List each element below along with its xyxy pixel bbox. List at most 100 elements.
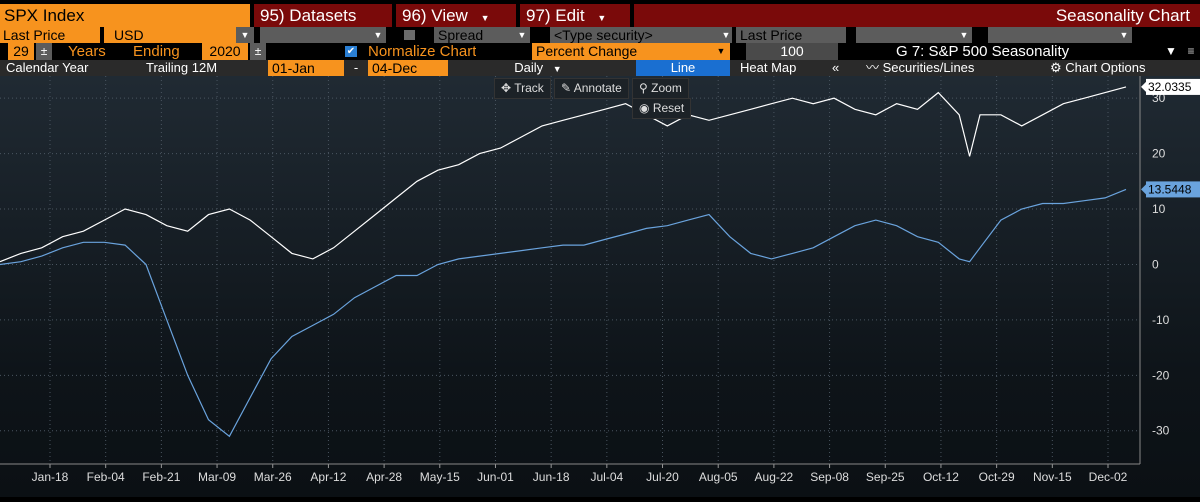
x-tick-label: Feb-04 (87, 470, 125, 484)
reset-label: Reset (652, 101, 685, 115)
x-tick-label: Aug-22 (755, 470, 794, 484)
collapse-icon[interactable]: « (832, 60, 840, 75)
window-title: Seasonality Chart (634, 4, 1200, 27)
tabs-row: Calendar Year Trailing 12M 01-Jan - 04-D… (0, 60, 1200, 76)
datasets-menu[interactable]: 95) Datasets (254, 4, 392, 27)
type-security-input[interactable]: <Type security> (550, 27, 720, 43)
y-tick-label: 10 (1152, 202, 1166, 216)
field2-select[interactable]: Last Price (736, 27, 846, 43)
chart-area[interactable]: Jan-18 Feb-04 Feb-21 Mar-09 Mar-26 Apr-12 Apr-… (0, 76, 1200, 497)
menu-icon[interactable]: ≡ (1187, 44, 1195, 58)
tab-trailing-12m[interactable]: Trailing 12M (146, 60, 218, 75)
chevron-down-icon[interactable]: ▼ (712, 43, 730, 60)
annotate-label: Annotate (573, 81, 622, 95)
empty-select[interactable] (260, 27, 370, 43)
x-tick-label: Nov-15 (1033, 470, 1072, 484)
tab-line[interactable]: Line (636, 60, 730, 76)
x-tick-label: Jul-20 (646, 470, 679, 484)
period-select[interactable]: Daily ▼ (450, 60, 626, 76)
series-pointer-icon (1141, 184, 1146, 195)
stepper-icon[interactable]: ± (250, 43, 266, 60)
security-field[interactable]: SPX Index (0, 4, 250, 27)
chart-options-button[interactable]: ⚙ Chart Options (1044, 60, 1151, 76)
settings-row: 29 ± Years Ending 2020 ± ✔ Normalize Cha… (0, 43, 1200, 60)
currency-select[interactable]: USD (104, 27, 236, 43)
series-line-1 (0, 86, 1127, 263)
series-last-value-box (1146, 78, 1200, 95)
x-tick-label: Oct-29 (979, 470, 1015, 484)
chevron-down-icon: ▼ (597, 13, 607, 23)
field-row: Last Price USD ▼ ▼ Spread ▼ <Type securi… (0, 27, 1200, 43)
gear-icon: ⚙ (1050, 60, 1062, 75)
x-tick-label: Sep-25 (866, 470, 905, 484)
x-tick-label: Aug-05 (699, 470, 738, 484)
magnifier-icon: ⚲ (639, 81, 648, 95)
ending-year-input[interactable]: 2020 (202, 43, 248, 60)
mode-select[interactable]: Percent Change (532, 43, 712, 60)
tab-heat-map[interactable]: Heat Map (740, 60, 797, 75)
x-tick-label: Dec-02 (1089, 470, 1128, 484)
view-menu[interactable]: 96) View ▼ (396, 4, 516, 27)
chart-line-icon: 〰 (866, 60, 880, 75)
y-tick-label: 0 (1152, 257, 1159, 271)
pencil-icon: ✎ (561, 81, 572, 95)
to-date-input[interactable]: 04-Dec (368, 60, 448, 76)
x-tick-label: Mar-26 (254, 470, 292, 484)
series-last-value-label: 13.5448 (1148, 182, 1192, 196)
chevron-down-icon: ▼ (552, 64, 562, 74)
zoom-button[interactable]: ⚲ Zoom (632, 78, 689, 99)
chevron-down-icon[interactable]: ▼ (720, 27, 732, 43)
track-label: Track (514, 81, 544, 95)
chevron-down-icon[interactable]: ▼ (1116, 27, 1132, 43)
field-select[interactable]: Last Price (0, 27, 100, 43)
from-date-input[interactable]: 01-Jan (268, 60, 344, 76)
series-last-value-box (1146, 181, 1200, 198)
x-tick-label: Jun-18 (533, 470, 570, 484)
y-tick-label: -30 (1152, 424, 1170, 438)
x-tick-label: Feb-21 (142, 470, 180, 484)
base-value-input[interactable]: 100 (746, 43, 838, 60)
x-tick-label: May-15 (420, 470, 460, 484)
chevron-down-icon[interactable]: ▼ (236, 27, 254, 43)
chart-options-label: Chart Options (1065, 60, 1146, 75)
radio-icon: ◉ (639, 101, 650, 115)
empty-select-3[interactable] (988, 27, 1116, 43)
chevron-down-icon[interactable]: ▼ (956, 27, 972, 43)
chevron-down-icon[interactable]: ▼ (370, 27, 386, 43)
securities-lines-label: Securities/Lines (882, 60, 975, 75)
y-tick-label: -10 (1152, 313, 1170, 327)
seasonality-chart: Jan-18 Feb-04 Feb-21 Mar-09 Mar-26 Apr-12 Apr-… (0, 76, 1200, 484)
y-tick-label: -20 (1152, 368, 1170, 382)
chevron-down-icon[interactable]: ▼ (514, 27, 530, 43)
tab-calendar-year[interactable]: Calendar Year (6, 60, 89, 75)
chevron-down-icon: ▼ (480, 13, 490, 23)
years-input[interactable]: 29 (8, 43, 34, 60)
zoom-label: Zoom (651, 81, 682, 95)
normalize-label: Normalize Chart (368, 43, 477, 60)
period-label: Daily (514, 60, 544, 75)
edit-menu[interactable]: 97) Edit ▼ (520, 4, 630, 27)
spread-checkbox[interactable] (404, 30, 415, 40)
y-tick-label: 20 (1152, 147, 1166, 161)
securities-lines-button[interactable]: 〰 Securities/Lines (860, 60, 980, 76)
series-last-value-label: 32.0335 (1148, 80, 1192, 94)
x-tick-label: Jul-04 (590, 470, 623, 484)
normalize-checkbox[interactable]: ✔ (345, 46, 357, 57)
stepper-icon[interactable]: ± (36, 43, 52, 60)
x-tick-label: Jan-18 (32, 470, 69, 484)
edit-menu-label: 97) Edit (526, 6, 585, 25)
empty-select-2[interactable] (856, 27, 956, 43)
x-tick-label: Sep-08 (810, 470, 849, 484)
x-tick-label: Apr-12 (310, 470, 346, 484)
series-pointer-icon (1141, 81, 1146, 92)
top-toolbar: SPX Index 95) Datasets 96) View ▼ 97) Ed… (0, 4, 1200, 27)
track-button[interactable]: ✥ Track (494, 78, 551, 99)
annotate-button[interactable]: ✎ Annotate (554, 78, 629, 99)
view-menu-label: 96) View (402, 6, 468, 25)
reset-button[interactable]: ◉ Reset (632, 98, 692, 119)
spread-select[interactable]: Spread (434, 27, 514, 43)
x-tick-label: Oct-12 (923, 470, 959, 484)
date-separator: - (353, 60, 359, 75)
filter-icon[interactable]: ▼ (1165, 44, 1177, 58)
series-line-2 (0, 188, 1127, 438)
